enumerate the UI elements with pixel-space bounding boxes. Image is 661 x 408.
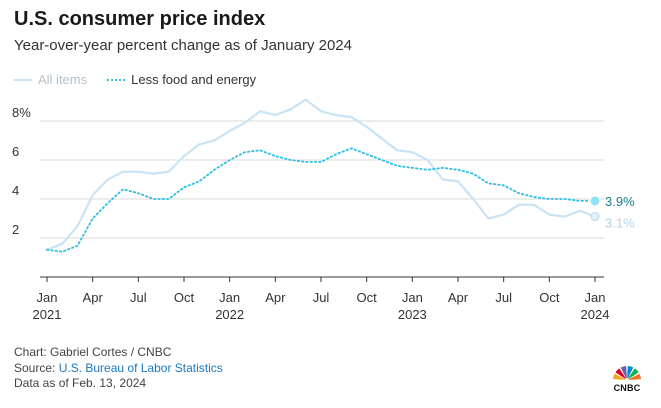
x-tick-label: Apr [83,290,104,305]
legend-swatch-all-items [14,78,32,81]
peacock-feather-icon [613,373,626,380]
x-tick-year-label: 2022 [215,307,244,322]
peacock-feather-icon [628,373,641,380]
legend-label-all-items: All items [38,72,88,87]
legend: All items Less food and energy [14,72,276,87]
x-tick-label: Jul [130,290,147,305]
x-tick-label: Jan [37,290,58,305]
x-tick-label: Apr [265,290,286,305]
end-label-core: 3.9% [605,194,635,209]
chart-title: U.S. consumer price index [14,8,266,30]
y-tick-label: 6 [12,144,19,159]
series-line-core [46,147,596,253]
x-tick-label: Oct [357,290,378,305]
x-tick-year-label: 2024 [581,307,610,322]
series-line-all-items [45,98,597,251]
peacock-feather-icon [628,368,639,379]
peacock-feather-icon [620,366,627,379]
chart-credit: Chart: Gabriel Cortes / CNBC [14,345,172,359]
x-tick-year-label: 2023 [398,307,427,322]
legend-swatch-core [107,78,126,81]
x-tick-label: Jul [313,290,330,305]
x-tick-label: Jan [585,290,606,305]
peacock-feather-icon [615,368,626,379]
chart-footer: Chart: Gabriel Cortes / CNBC Source: U.S… [14,345,223,392]
y-tick-label: 2 [12,222,19,237]
chart-subtitle: Year-over-year percent change as of Janu… [14,37,352,54]
x-tick-label: Jan [402,290,423,305]
end-label-all-items: 3.1% [605,216,635,231]
x-tick-label: Oct [174,290,195,305]
legend-item-all-items: All items [14,72,87,87]
cnbc-peacock-logo-icon [613,366,641,380]
legend-label-core: Less food and energy [131,72,257,87]
cnbc-logo-text: CNBC [613,383,641,393]
end-point-all-items [590,212,600,222]
data-date: Data as of Feb. 13, 2024 [14,376,147,390]
y-tick-label: 4 [12,183,19,198]
x-tick-label: Jan [219,290,240,305]
y-tick-label: 8% [12,105,31,120]
source-link[interactable]: U.S. Bureau of Labor Statistics [58,360,223,375]
x-tick-year-label: 2021 [33,307,62,322]
chart-source: Source: U.S. Bureau of Labor Statistics [14,361,223,377]
source-prefix: Source: [14,360,59,375]
peacock-feather-icon [627,366,634,379]
x-tick-label: Jul [495,290,512,305]
end-point-core [589,195,601,207]
x-tick-label: Oct [539,290,560,305]
x-tick-label: Apr [448,290,469,305]
legend-item-core: Less food and energy [107,72,256,87]
